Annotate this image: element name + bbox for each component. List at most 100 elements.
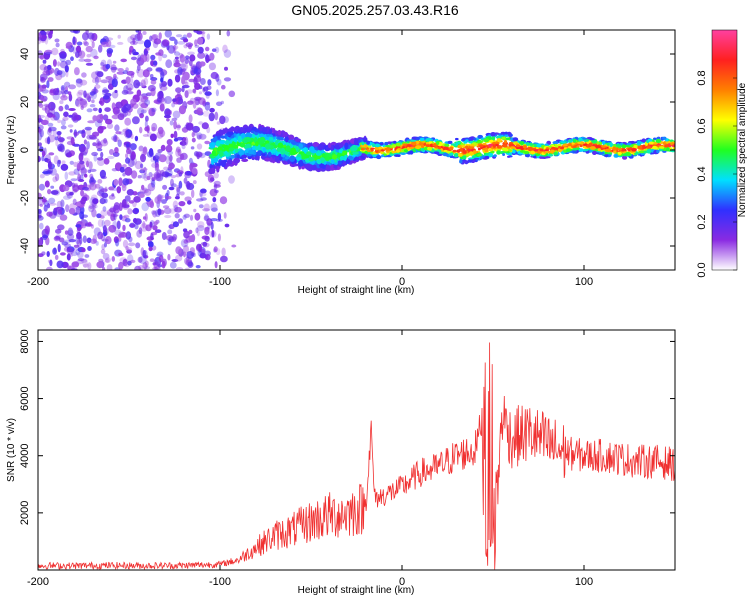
heatmap-cell: [181, 76, 186, 85]
heatmap-cell: [107, 155, 115, 160]
heatmap-cell: [169, 120, 174, 126]
heatmap-cell: [94, 183, 101, 189]
heatmap-cell: [337, 160, 342, 165]
heatmap-cell: [111, 193, 115, 197]
heatmap-cell: [210, 218, 218, 222]
heatmap-cell: [602, 140, 606, 145]
heatmap-cell: [68, 239, 77, 243]
heatmap-cell: [102, 225, 107, 233]
heatmap-cell: [576, 145, 580, 148]
heatmap-cell: [612, 146, 617, 151]
heatmap-cell: [132, 37, 136, 45]
heatmap-cell: [143, 77, 149, 86]
heatmap-cell: [198, 204, 204, 209]
heatmap-cell: [38, 142, 42, 147]
heatmap-cell: [507, 155, 511, 158]
heatmap-cell: [267, 151, 272, 157]
heatmap-cell: [295, 138, 301, 142]
heatmap-cell: [51, 114, 56, 118]
heatmap-cell: [120, 58, 127, 63]
heatmap-cell: [631, 148, 637, 152]
heatmap-cell: [319, 163, 325, 168]
heatmap-cell: [132, 116, 140, 125]
heatmap-cell: [173, 120, 178, 130]
heatmap-cell: [366, 149, 372, 153]
heatmap-cell: [92, 234, 98, 244]
heatmap-cell: [280, 147, 286, 155]
heatmap-cell: [426, 138, 432, 142]
heatmap-cell: [149, 220, 155, 227]
heatmap-cell: [229, 143, 234, 149]
heatmap-cell: [118, 177, 123, 187]
heatmap-cell: [342, 150, 347, 156]
heatmap-cell: [184, 58, 190, 64]
heatmap-cell: [198, 97, 206, 105]
heatmap-cell: [525, 154, 530, 157]
heatmap-cell: [672, 144, 675, 147]
heatmap-cell: [47, 189, 52, 195]
heatmap-cell: [43, 103, 50, 107]
heatmap-cell: [137, 256, 143, 263]
heatmap-cell: [186, 255, 190, 263]
heatmap-cell: [86, 237, 92, 244]
heatmap-cell: [491, 142, 498, 145]
heatmap-cell: [535, 147, 539, 149]
heatmap-cell: [317, 143, 324, 151]
heatmap-cell: [217, 233, 221, 242]
heatmap-cell: [295, 146, 300, 151]
heatmap-cell: [223, 145, 230, 149]
heatmap-cell: [244, 136, 252, 143]
heatmap-cell: [483, 138, 490, 143]
heatmap-cell: [223, 77, 232, 82]
heatmap-cell: [126, 70, 135, 76]
heatmap-cell: [171, 259, 179, 262]
heatmap-cell: [204, 91, 212, 96]
heatmap-cell: [138, 265, 144, 270]
heatmap-cell: [191, 65, 199, 74]
heatmap-cell: [52, 129, 58, 137]
heatmap-cell: [171, 117, 178, 122]
heatmap-cell: [191, 249, 196, 254]
heatmap-cell: [143, 187, 148, 194]
heatmap-cell: [53, 111, 60, 121]
heatmap-cell: [38, 118, 43, 123]
heatmap-cell: [558, 146, 562, 149]
heatmap-cell: [174, 213, 180, 219]
heatmap-cell: [339, 142, 344, 148]
heatmap-cell: [655, 138, 662, 143]
heatmap-cell: [195, 244, 203, 252]
heatmap-cell: [87, 262, 92, 270]
heatmap-cell: [207, 79, 212, 86]
heatmap-cell: [125, 231, 132, 240]
heatmap-cell: [96, 138, 100, 147]
heatmap-cell: [124, 218, 131, 223]
heatmap-cell: [94, 84, 101, 89]
heatmap-cell: [145, 196, 151, 202]
heatmap-cell: [212, 137, 218, 143]
heatmap-cell: [127, 242, 136, 247]
heatmap-cell: [140, 173, 147, 179]
heatmap-cell: [152, 210, 158, 218]
colorbar-tick-label: 0.6: [696, 118, 708, 133]
heatmap-cell: [140, 167, 148, 171]
heatmap-cell: [166, 139, 173, 146]
heatmap-cell: [382, 144, 386, 148]
heatmap-cell: [588, 142, 593, 148]
heatmap-cell: [251, 156, 255, 161]
heatmap-cell: [482, 157, 488, 160]
heatmap-cell: [38, 155, 41, 163]
heatmap-cell: [39, 222, 44, 230]
heatmap-cell: [609, 142, 613, 147]
heatmap-cell: [72, 198, 77, 205]
heatmap-cell: [461, 144, 466, 148]
heatmap-cell: [134, 135, 139, 142]
heatmap-cell: [577, 141, 582, 144]
heatmap-cell: [142, 134, 149, 137]
heatmap-cell: [247, 126, 252, 132]
heatmap-cell: [551, 146, 556, 150]
heatmap-cell: [146, 175, 151, 181]
heatmap-cell: [49, 259, 53, 267]
heatmap-cell: [76, 229, 81, 233]
y-tick-label: -20: [19, 190, 31, 206]
heatmap-cell: [78, 58, 86, 62]
